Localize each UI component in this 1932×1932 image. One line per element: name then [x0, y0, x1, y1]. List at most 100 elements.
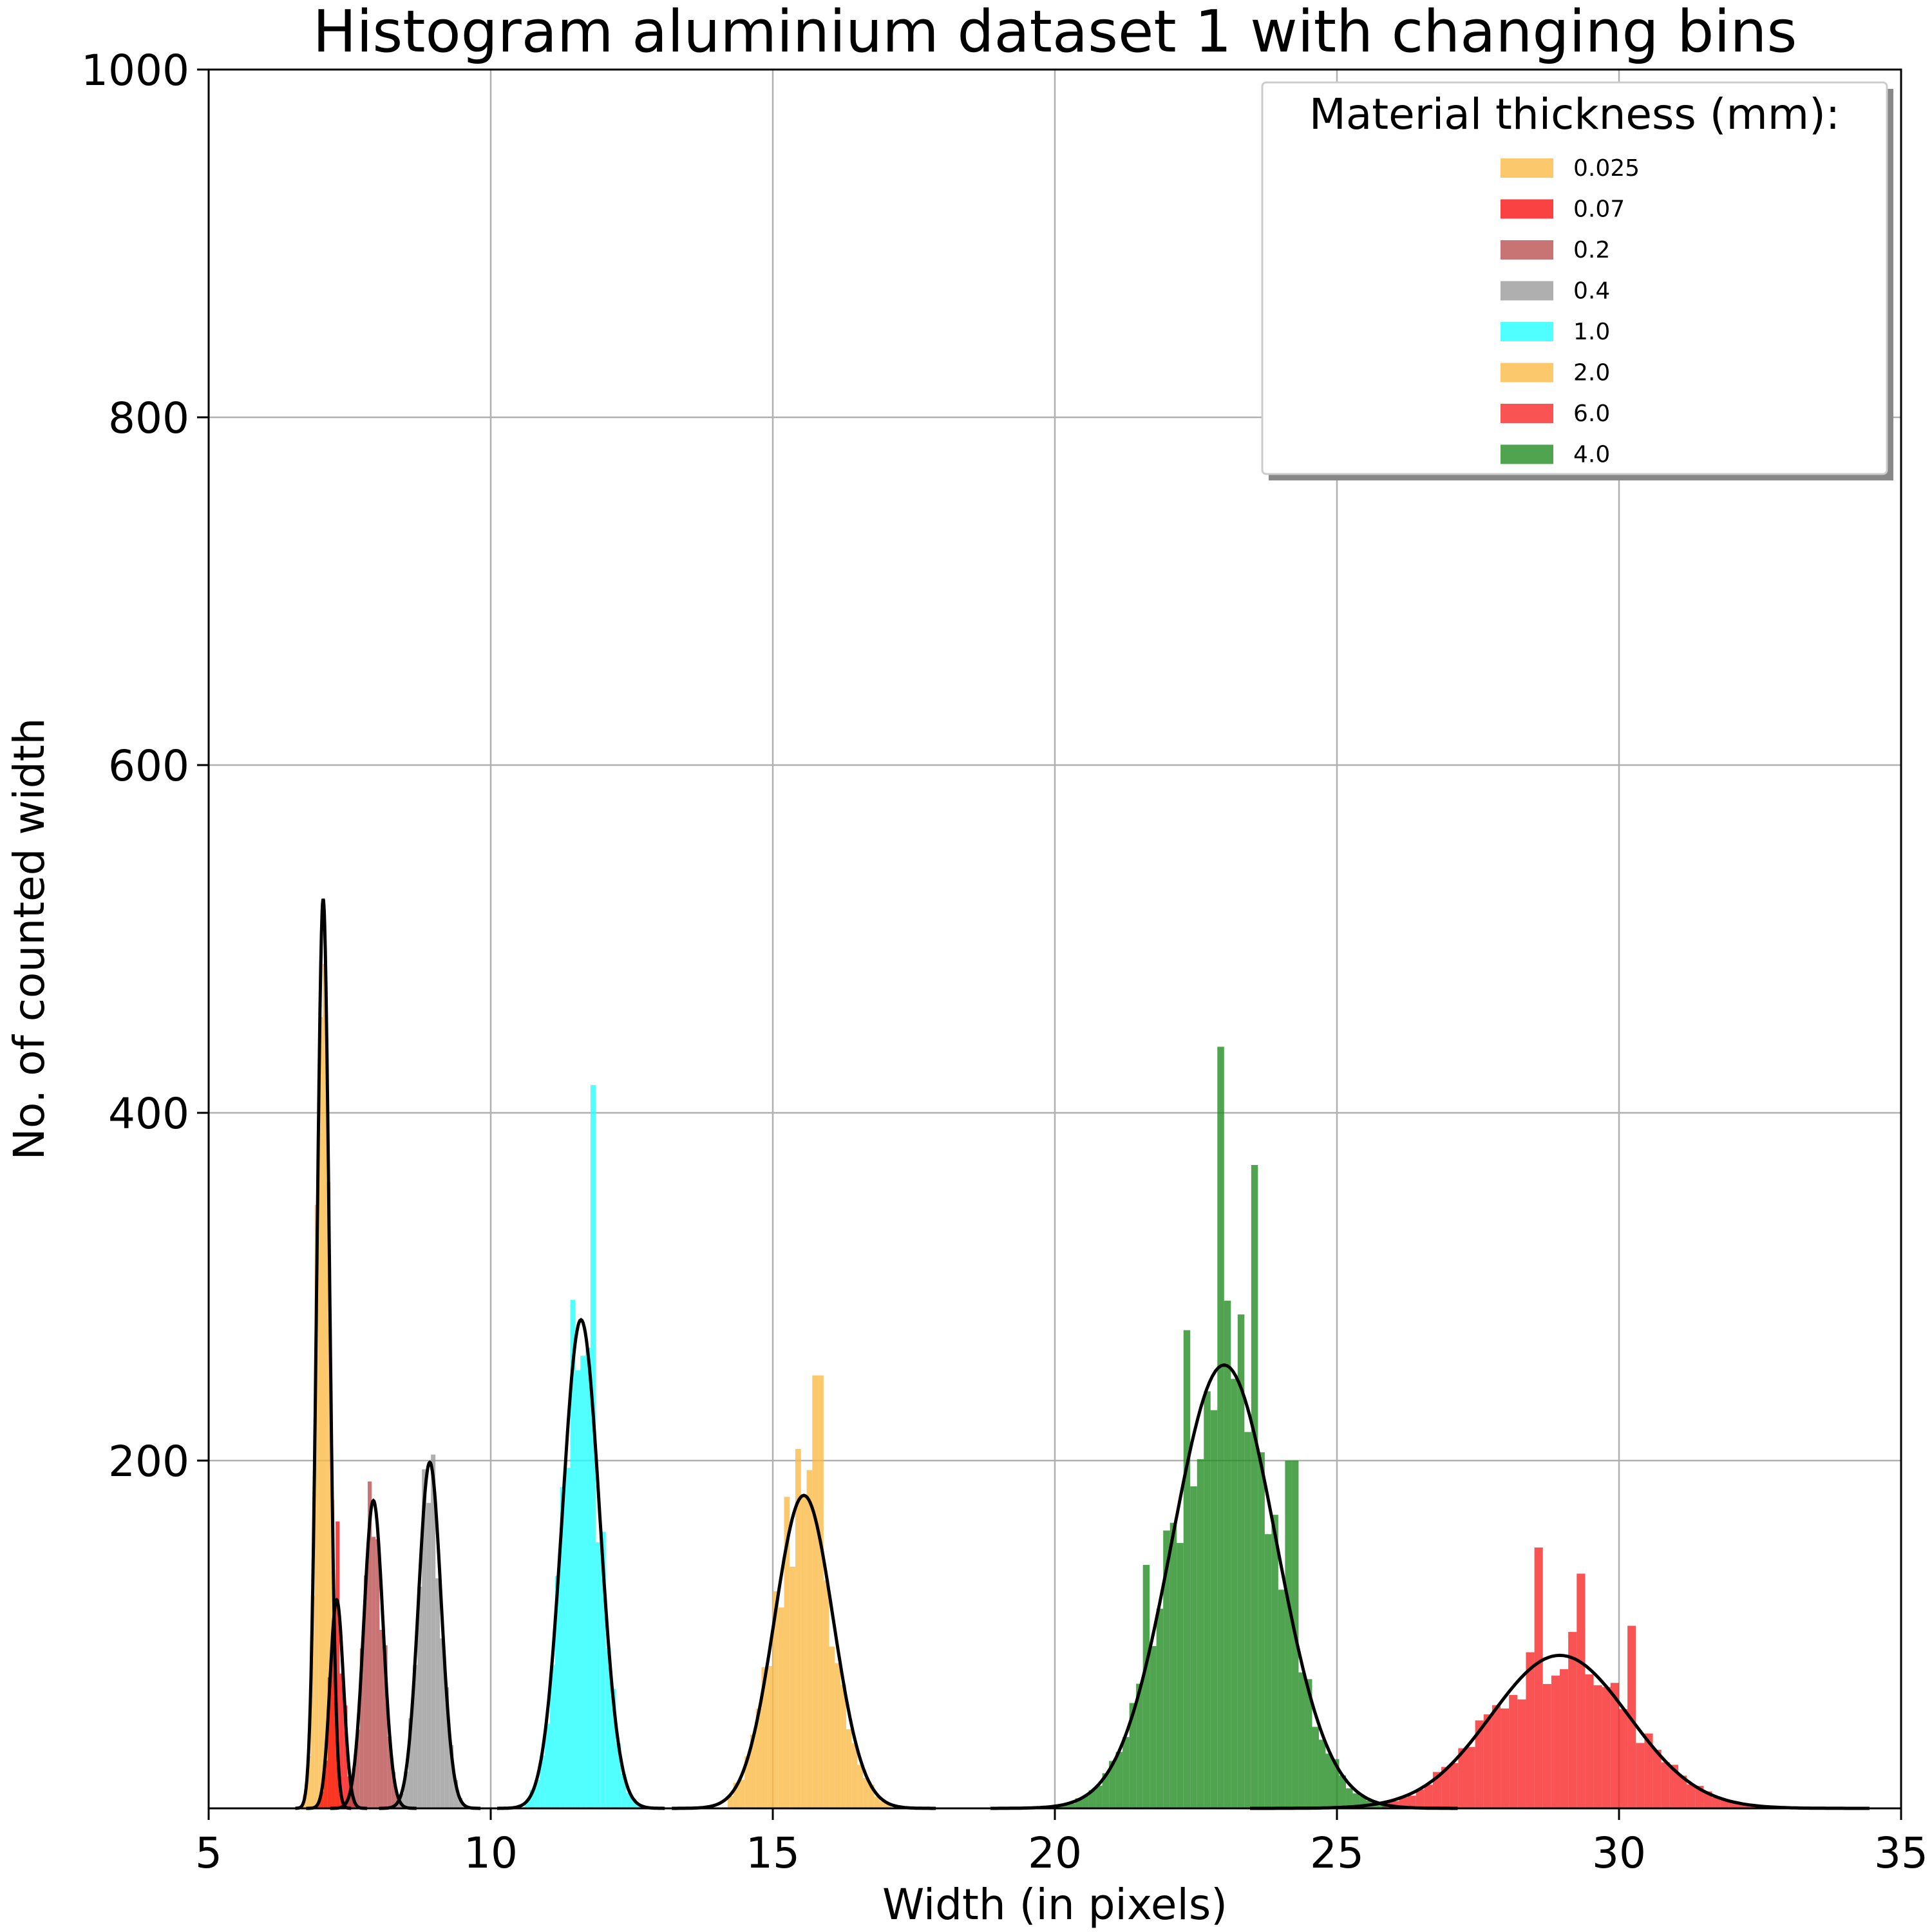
legend: Material thickness (mm): 0.025 0.07 0.2 0.4… [1261, 81, 1893, 480]
histogram-bar [1231, 1379, 1238, 1808]
histogram-bar [339, 1673, 344, 1808]
histogram-bar [1312, 1727, 1319, 1808]
histogram-bar [806, 1470, 813, 1808]
histogram-bar [1088, 1790, 1096, 1808]
histogram-bar [399, 1793, 404, 1808]
histogram-bar [560, 1487, 565, 1808]
histogram-bar [1163, 1530, 1170, 1808]
histogram-bar [549, 1665, 555, 1808]
histogram-bar [529, 1790, 535, 1808]
histogram-bar [1332, 1759, 1340, 1808]
histogram-bar [874, 1796, 880, 1808]
histogram-bar [886, 1803, 891, 1808]
histogram-bar [1170, 1522, 1177, 1808]
histogram-bar [307, 1756, 311, 1808]
histogram-bar [800, 1497, 807, 1808]
histogram-bar [1102, 1773, 1110, 1808]
histogram-bar [1475, 1720, 1484, 1808]
histogram-bar [383, 1645, 388, 1808]
histogram-bar [1501, 1708, 1510, 1808]
histogram-bar [1278, 1589, 1285, 1808]
histogram-bar [318, 1017, 323, 1808]
histogram-bar [1258, 1452, 1265, 1808]
histogram-bar [1204, 1391, 1211, 1808]
histogram-bar [422, 1469, 427, 1808]
legend-items: 0.025 0.07 0.2 0.4 1.0 2.0 6.0 4.0 [1501, 155, 1640, 468]
histogram-bar [1728, 1801, 1738, 1808]
fit-curve-line [672, 1493, 936, 1810]
legend-swatch [1501, 404, 1553, 423]
histogram-bar [818, 1375, 824, 1808]
histogram-bar [1636, 1743, 1645, 1808]
histogram-bar [1678, 1776, 1687, 1808]
histogram-bar [1352, 1793, 1360, 1808]
histogram-bar [739, 1779, 745, 1808]
histogram-bar [1156, 1609, 1164, 1808]
histogram-bar [379, 1629, 384, 1808]
legend-box [1261, 81, 1888, 475]
y-tick-label: 800 [108, 393, 189, 443]
histogram-bar [1298, 1672, 1305, 1808]
legend-swatch [1501, 281, 1553, 301]
fit-curve-line [1250, 1653, 1870, 1810]
histogram-bar [1602, 1687, 1611, 1808]
histogram-bar [1450, 1763, 1459, 1808]
histogram-bar [755, 1709, 762, 1808]
histogram-bar [408, 1718, 413, 1808]
legend-swatch [1501, 158, 1553, 178]
histogram-bar [440, 1638, 445, 1808]
legend-label: 0.2 [1573, 237, 1610, 263]
legend-label: 0.025 [1573, 155, 1640, 182]
histogram-bar [1129, 1703, 1137, 1808]
histogram-bar [1577, 1573, 1586, 1808]
histogram-bar [372, 1537, 376, 1808]
histogram-bar [1712, 1797, 1721, 1808]
histogram-bar [595, 1542, 601, 1808]
histogram-bar [851, 1743, 858, 1808]
fit-curve-line [497, 1318, 665, 1810]
x-tick-label: 35 [1874, 1828, 1928, 1878]
histogram-bar [363, 1575, 368, 1808]
histogram-bar [1492, 1705, 1501, 1808]
fit-curve-line [990, 1363, 1458, 1810]
legend-label: 1.0 [1573, 319, 1610, 345]
histogram-bar [453, 1780, 459, 1808]
histogram-bar [1210, 1410, 1218, 1808]
histogram-bar [352, 1768, 356, 1808]
histogram-bar [404, 1772, 409, 1808]
histogram-bar [1466, 1747, 1475, 1808]
histogram-bar [431, 1454, 436, 1808]
histogram-bar [1339, 1775, 1347, 1808]
histogram-bar [1542, 1683, 1551, 1808]
histogram-bar [535, 1779, 540, 1808]
histogram-bar [1483, 1714, 1492, 1808]
histogram-bar [761, 1667, 768, 1808]
histogram-bar [1224, 1300, 1231, 1808]
histogram-bar [1619, 1709, 1628, 1808]
y-tick-label: 600 [108, 741, 189, 791]
x-tick-label: 10 [464, 1828, 518, 1878]
histogram-bar [1305, 1679, 1312, 1808]
histogram-bar [1150, 1646, 1157, 1808]
histogram-bar [1271, 1515, 1278, 1808]
histogram-bar [1075, 1798, 1083, 1808]
histogram-bar [323, 1760, 328, 1808]
histogram-bar [359, 1648, 364, 1808]
histogram-bar [1095, 1785, 1103, 1808]
histogram-bar [1687, 1784, 1696, 1808]
histogram-bar [327, 1677, 332, 1808]
y-tick-label: 1000 [81, 46, 189, 95]
histogram-bar [767, 1666, 773, 1808]
histogram-bar [1585, 1674, 1594, 1808]
histogram-bar [750, 1734, 756, 1808]
histogram-bar [591, 1084, 596, 1808]
histogram-bar [1416, 1789, 1425, 1808]
histogram-bar [413, 1665, 418, 1808]
histogram-bar [1217, 1046, 1224, 1808]
histogram-bar [605, 1648, 611, 1808]
histogram-bar [545, 1723, 550, 1808]
legend-label: 6.0 [1573, 401, 1610, 427]
fit-curve-line [295, 898, 352, 1810]
histogram-bar [1517, 1699, 1526, 1808]
histogram-bar [449, 1745, 454, 1808]
